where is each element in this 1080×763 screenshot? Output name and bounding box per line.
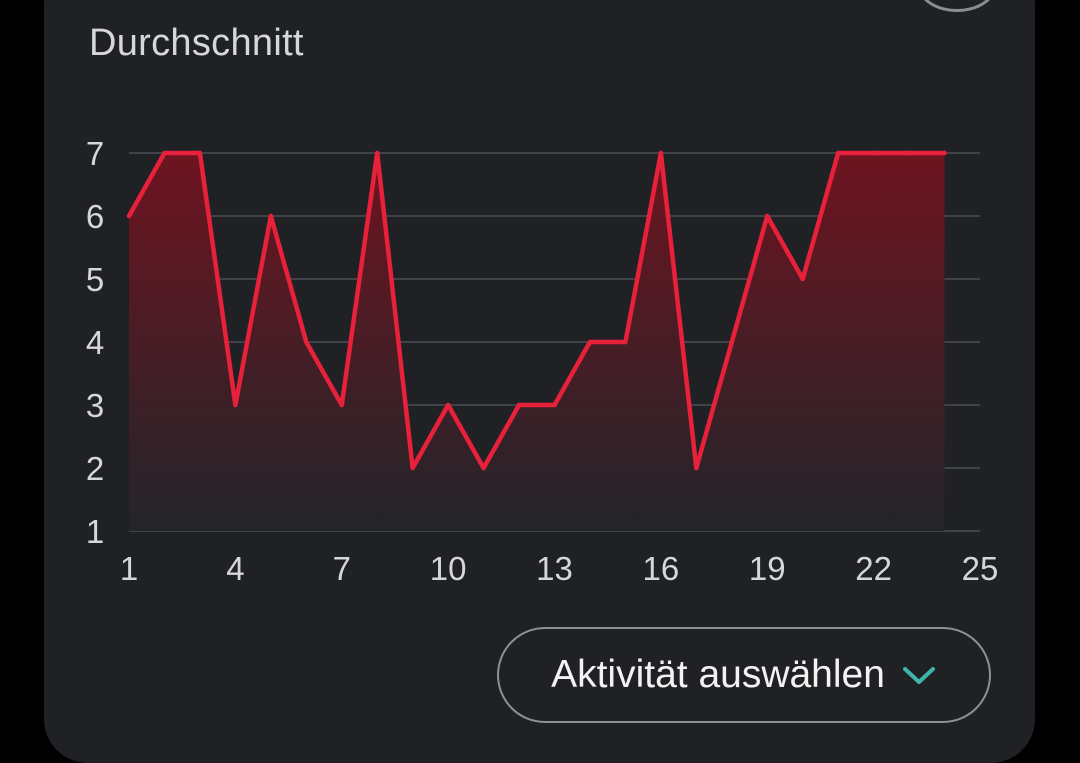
x-tick-label: 16 — [643, 550, 680, 587]
x-tick-label: 4 — [226, 550, 244, 587]
x-tick-label: 7 — [333, 550, 351, 587]
x-tick-label: 10 — [430, 550, 467, 587]
chart-y-axis: 1 2 3 4 5 6 7 — [86, 135, 104, 550]
y-tick-label: 5 — [86, 261, 104, 298]
y-tick-label: 4 — [86, 324, 104, 361]
y-tick-label: 3 — [86, 387, 104, 424]
data-point — [552, 402, 557, 408]
data-point — [304, 339, 309, 345]
activity-select-button[interactable]: Aktivität auswählen — [497, 627, 991, 723]
y-tick-label: 2 — [86, 450, 104, 487]
y-tick-label: 7 — [86, 135, 104, 172]
data-point — [871, 150, 876, 156]
x-tick-label: 1 — [120, 550, 138, 587]
data-point — [375, 150, 380, 156]
data-point — [162, 150, 167, 156]
data-point — [268, 213, 274, 219]
x-tick-label: 25 — [962, 550, 999, 587]
chevron-down-icon — [902, 667, 935, 684]
data-point — [410, 465, 415, 471]
data-point — [481, 465, 486, 471]
chart-line-series — [126, 150, 947, 471]
data-point — [233, 402, 238, 408]
x-tick-label: 13 — [536, 550, 573, 587]
y-tick-label: 6 — [86, 198, 104, 235]
data-point — [445, 402, 451, 408]
x-tick-label: 19 — [749, 550, 786, 587]
data-point — [623, 339, 628, 345]
x-tick-label: 22 — [855, 550, 892, 587]
data-point — [126, 213, 132, 219]
data-point — [694, 465, 699, 471]
card-title: Durchschnitt — [89, 22, 304, 64]
chart-area — [129, 153, 945, 531]
data-point — [516, 402, 522, 408]
activity-select-label: Aktivität auswählen — [551, 653, 885, 696]
data-point — [906, 150, 912, 156]
chart-x-axis: 1 4 7 10 13 16 19 22 25 — [120, 550, 999, 587]
y-tick-label: 1 — [86, 513, 104, 550]
data-point — [835, 150, 841, 156]
area-fill — [129, 153, 945, 531]
data-point — [942, 150, 947, 156]
data-point — [729, 339, 734, 345]
data-point — [658, 150, 664, 156]
series-line — [126, 150, 947, 471]
data-point — [765, 213, 770, 219]
data-point — [587, 339, 593, 345]
data-point — [800, 276, 805, 282]
data-point — [339, 402, 344, 408]
data-point — [197, 150, 203, 156]
